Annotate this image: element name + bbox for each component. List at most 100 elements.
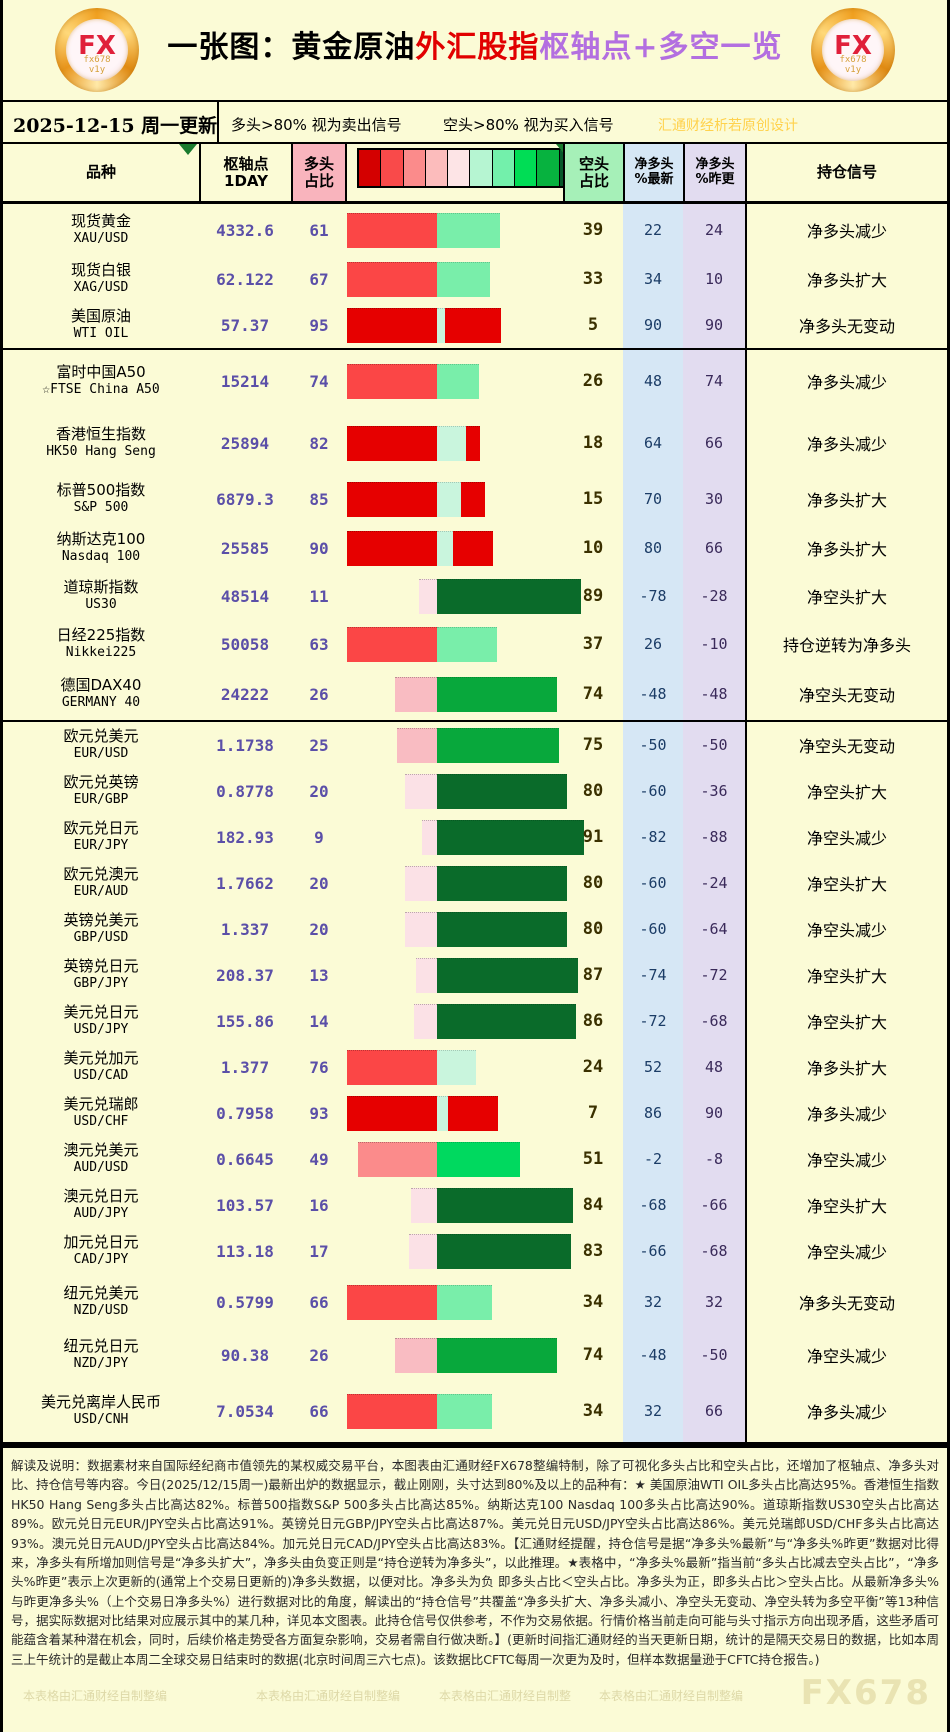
table-row[interactable]: 欧元兑英镑 EUR/GBP 0.8778 20 80 -60 -36 净空头扩大 xyxy=(3,768,947,814)
infobar-divider xyxy=(217,102,219,142)
cell-position-signal: 净多头减少 xyxy=(806,1105,887,1124)
table-row[interactable]: 现货白银 XAG/USD 62.122 67 33 34 10 净多头扩大 xyxy=(3,256,947,302)
cell-bar-chart xyxy=(347,906,587,952)
bar-short xyxy=(437,426,467,461)
cell-short-ratio: 86 xyxy=(582,1011,604,1031)
bar-container xyxy=(347,579,587,614)
table-row[interactable]: 富时中国A50 ☆FTSE China A50 15214 74 26 48 74 净多头减少 xyxy=(3,350,947,412)
bar-long xyxy=(394,1338,437,1373)
cell-instrument-name: 美元兑瑞郎 USD/CHF xyxy=(3,1090,199,1136)
table-row[interactable]: 澳元兑日元 AUD/JPY 103.57 16 84 -68 -66 净空头扩大 xyxy=(3,1182,947,1228)
cell-net-long-previous: -28 xyxy=(683,572,747,620)
cell-instrument-name: 现货黄金 XAU/USD xyxy=(3,204,199,256)
bar-short xyxy=(437,866,567,901)
table-row[interactable]: 日经225指数 Nikkei225 50058 63 37 26 -10 持仓逆转为净多头 xyxy=(3,620,947,668)
cell-position-signal: 净空头扩大 xyxy=(806,875,887,894)
cell-position-signal: 净空头无变动 xyxy=(798,686,895,705)
bar-long xyxy=(396,728,437,763)
cell-instrument-name: 富时中国A50 ☆FTSE China A50 xyxy=(3,350,199,412)
table-row[interactable]: 标普500指数 S&P 500 6879.3 85 15 70 30 净多头扩大 xyxy=(3,474,947,524)
table-row[interactable]: 纳斯达克100 Nasdaq 100 25585 90 10 80 66 净多头扩大 xyxy=(3,524,947,572)
cell-short-ratio: 39 xyxy=(582,220,604,240)
table-row[interactable]: 现货黄金 XAU/USD 4332.6 61 39 22 24 净多头减少 xyxy=(3,204,947,256)
cell-long-ratio: 82 xyxy=(309,433,329,453)
cell-pivot-point: 15214 xyxy=(220,371,270,391)
instrument-name-en: HK50 Hang Seng xyxy=(46,444,156,460)
cell-long-ratio: 20 xyxy=(309,781,329,801)
table-row[interactable]: 德国DAX40 GERMANY 40 24222 26 74 -48 -48 净空头无变动 xyxy=(3,668,947,720)
cell-bar-chart xyxy=(347,1136,587,1182)
cell-net-long-latest: 34 xyxy=(623,256,683,302)
cell-short-ratio: 18 xyxy=(582,433,604,453)
table-row[interactable]: 欧元兑美元 EUR/USD 1.1738 25 75 -50 -50 净空头无变动 xyxy=(3,722,947,768)
table-row[interactable]: 纽元兑日元 NZD/JPY 90.38 26 74 -48 -50 净空头减少 xyxy=(3,1330,947,1380)
table-row[interactable]: 英镑兑美元 GBP/USD 1.337 20 80 -60 -64 净空头减少 xyxy=(3,906,947,952)
cell-long-ratio: 9 xyxy=(314,827,324,847)
cell-pivot-point: 0.5799 xyxy=(216,1292,274,1312)
instrument-name-cn: 纽元兑日元 xyxy=(63,1337,139,1356)
cell-pivot-point: 1.337 xyxy=(220,919,270,939)
table-row[interactable]: 纽元兑美元 NZD/USD 0.5799 66 34 32 32 净多头无变动 xyxy=(3,1274,947,1330)
cell-net-long-latest: 26 xyxy=(623,620,683,668)
instrument-name-cn: 日经225指数 xyxy=(56,626,146,645)
table-row[interactable]: 美元兑瑞郎 USD/CHF 0.7958 93 7 86 90 净多头减少 xyxy=(3,1090,947,1136)
table-row[interactable]: 欧元兑澳元 EUR/AUD 1.7662 20 80 -60 -24 净空头扩大 xyxy=(3,860,947,906)
instrument-name-en: GERMANY 40 xyxy=(61,695,141,711)
cell-pivot-point: 103.57 xyxy=(216,1195,274,1215)
cell-instrument-name: 英镑兑美元 GBP/USD xyxy=(3,906,199,952)
note-short-signal: 空头>80% 视为买入信号 xyxy=(443,116,614,134)
cell-instrument-name: 纽元兑日元 NZD/JPY xyxy=(3,1330,199,1380)
cell-bar-chart xyxy=(347,814,587,860)
bar-long xyxy=(357,1142,437,1177)
instrument-name-en: USD/CHF xyxy=(73,1114,129,1130)
table-row[interactable]: 欧元兑日元 EUR/JPY 182.93 9 91 -82 -88 净空头减少 xyxy=(3,814,947,860)
table-row[interactable]: 美国原油 WTI OIL 57.37 95 5 90 90 净多头无变动 xyxy=(3,302,947,348)
cell-net-long-latest: -74 xyxy=(623,952,683,998)
col-header-signal: 持仓信号 xyxy=(816,163,877,182)
table-row[interactable]: 英镑兑日元 GBP/JPY 208.37 13 87 -74 -72 净空头扩大 xyxy=(3,952,947,998)
cell-pivot-point: 1.7662 xyxy=(216,873,274,893)
cell-short-ratio: 26 xyxy=(582,371,604,391)
cell-long-ratio: 13 xyxy=(309,965,329,985)
bar-long xyxy=(347,627,450,662)
seal-text-right: fx678 v1y xyxy=(839,55,867,75)
cell-net-long-previous: -64 xyxy=(683,906,747,952)
cell-net-long-latest: 22 xyxy=(623,204,683,256)
bar-long xyxy=(415,958,437,993)
cell-net-long-latest: 52 xyxy=(623,1044,683,1090)
cell-pivot-point: 182.93 xyxy=(216,827,274,847)
cell-position-signal: 净多头扩大 xyxy=(806,540,887,559)
cell-pivot-point: 90.38 xyxy=(220,1345,270,1365)
table-row[interactable]: 美元兑离岸人民币 USD/CNH 7.0534 66 34 32 66 净多头减少 xyxy=(3,1380,947,1442)
table-row[interactable]: 美元兑日元 USD/JPY 155.86 14 86 -72 -68 净空头扩大 xyxy=(3,998,947,1044)
table-row[interactable]: 美元兑加元 USD/CAD 1.377 76 24 52 48 净多头扩大 xyxy=(3,1044,947,1090)
cell-short-ratio: 74 xyxy=(582,684,604,704)
table-row[interactable]: 澳元兑美元 AUD/USD 0.6645 49 51 -2 -8 净空头减少 xyxy=(3,1136,947,1182)
cell-long-ratio: 20 xyxy=(309,919,329,939)
cell-instrument-name: 香港恒生指数 HK50 Hang Seng xyxy=(3,412,199,474)
bar-short xyxy=(437,1285,493,1320)
cell-short-ratio: 10 xyxy=(582,538,604,558)
cell-net-long-previous: 90 xyxy=(683,302,747,348)
marker-triangle-left xyxy=(179,144,197,155)
table-row[interactable]: 加元兑日元 CAD/JPY 113.18 17 83 -66 -68 净空头减少 xyxy=(3,1228,947,1274)
cell-net-long-latest: -66 xyxy=(623,1228,683,1274)
legend-cell-3 xyxy=(425,150,449,186)
cell-pivot-point: 25585 xyxy=(220,538,270,558)
cell-pivot-point: 1.377 xyxy=(220,1057,270,1077)
table-row[interactable]: 香港恒生指数 HK50 Hang Seng 25894 82 18 64 66 净多头减少 xyxy=(3,412,947,474)
bar-long xyxy=(347,1096,498,1131)
bar-long xyxy=(411,1188,437,1223)
cell-net-long-previous: -50 xyxy=(683,1330,747,1380)
cell-pivot-point: 7.0534 xyxy=(216,1401,274,1421)
instrument-name-en: XAU/USD xyxy=(73,231,129,247)
cell-bar-chart xyxy=(347,1090,587,1136)
title-part-2: 外汇股指 xyxy=(415,30,540,65)
cell-pivot-point: 113.18 xyxy=(216,1241,274,1261)
cell-long-ratio: 14 xyxy=(309,1011,329,1031)
bar-container xyxy=(347,912,587,947)
cell-instrument-name: 英镑兑日元 GBP/JPY xyxy=(3,952,199,998)
bar-short xyxy=(437,677,557,712)
cell-net-long-latest: 90 xyxy=(623,302,683,348)
table-row[interactable]: 道琼斯指数 US30 48514 11 89 -78 -28 净空头扩大 xyxy=(3,572,947,620)
